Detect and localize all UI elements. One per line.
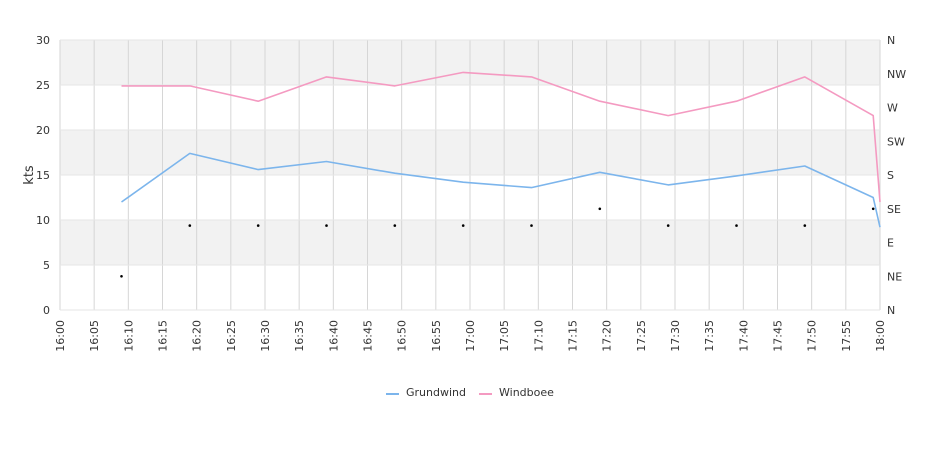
x-tick-label: 17:15 (567, 320, 580, 352)
x-tick-label: 17:00 (464, 320, 477, 352)
x-axis-ticks: 16:00 16:05 16:10 16:15 16:20 16:25 16:30 16:35… (54, 320, 887, 352)
x-tick-label: 17:10 (532, 320, 545, 352)
x-tick-label: 17:30 (669, 320, 682, 352)
direction-tick-label: W (887, 102, 898, 115)
direction-marker (598, 207, 602, 211)
x-tick-label: 16:20 (191, 320, 204, 352)
x-tick-label: 16:55 (430, 320, 443, 352)
direction-marker (871, 207, 875, 211)
x-tick-label: 16:10 (122, 320, 135, 352)
direction-marker (188, 224, 192, 227)
y-tick-label: 15 (36, 169, 50, 182)
series-line-windboee (121, 71, 881, 203)
direction-marker (530, 224, 533, 227)
x-tick-label: 16:05 (88, 320, 101, 352)
direction-marker (325, 224, 328, 227)
y-tick-label: 20 (36, 124, 50, 137)
legend-label: Grundwind (406, 386, 466, 399)
legend-item-grundwind[interactable]: Grundwind (386, 386, 466, 399)
direction-marker (256, 224, 260, 227)
direction-marker (803, 224, 807, 227)
direction-marker (461, 224, 465, 227)
x-tick-label: 16:50 (396, 320, 409, 352)
series-line-grundwind (121, 152, 881, 228)
x-tick-label: 16:30 (259, 320, 272, 352)
direction-tick-label: E (887, 237, 894, 250)
x-tick-label: 16:15 (157, 320, 170, 352)
direction-tick-label: SW (887, 135, 905, 148)
x-tick-label: 16:00 (54, 320, 67, 352)
legend-item-windboee[interactable]: Windboee (479, 386, 554, 399)
legend-label: Windboee (499, 386, 554, 399)
legend[interactable]: Grundwind Windboee (386, 386, 554, 399)
x-tick-label: 17:55 (840, 320, 853, 352)
x-tick-label: 16:35 (293, 320, 306, 352)
y-tick-label: 5 (43, 259, 50, 272)
x-tick-label: 16:25 (225, 320, 238, 352)
y-tick-label: 0 (43, 304, 50, 317)
series-lines (121, 71, 881, 228)
x-tick-label: 17:20 (601, 320, 614, 352)
x-tick-label: 17:45 (772, 320, 785, 352)
x-tick-label: 16:40 (327, 320, 340, 352)
direction-tick-label: NW (887, 68, 906, 81)
y-tick-label: 10 (36, 214, 50, 227)
direction-tick-label: SE (887, 203, 901, 216)
y-axis-ticks: 0 5 10 15 20 25 30 (36, 34, 50, 317)
direction-tick-label: S (887, 169, 894, 182)
direction-marker (735, 224, 738, 227)
y-axis-title: kts (22, 165, 37, 185)
direction-tick-label: NE (887, 270, 902, 283)
x-tick-label: 17:25 (635, 320, 648, 352)
x-tick-label: 17:40 (737, 320, 750, 352)
direction-marker (393, 224, 397, 227)
direction-axis-ticks: N NW W SW S SE E NE N (887, 34, 906, 317)
direction-marker (666, 224, 670, 227)
direction-tick-label: N (887, 34, 895, 47)
x-tick-label: 17:05 (498, 320, 511, 352)
direction-marker (120, 275, 123, 278)
x-tick-label: 17:50 (806, 320, 819, 352)
x-tick-label: 18:00 (874, 320, 887, 352)
x-tick-label: 16:45 (362, 320, 375, 352)
x-tick-label: 17:35 (703, 320, 716, 352)
direction-markers (120, 207, 875, 278)
direction-tick-label: N (887, 304, 895, 317)
y-tick-label: 25 (36, 79, 50, 92)
y-tick-label: 30 (36, 34, 50, 47)
